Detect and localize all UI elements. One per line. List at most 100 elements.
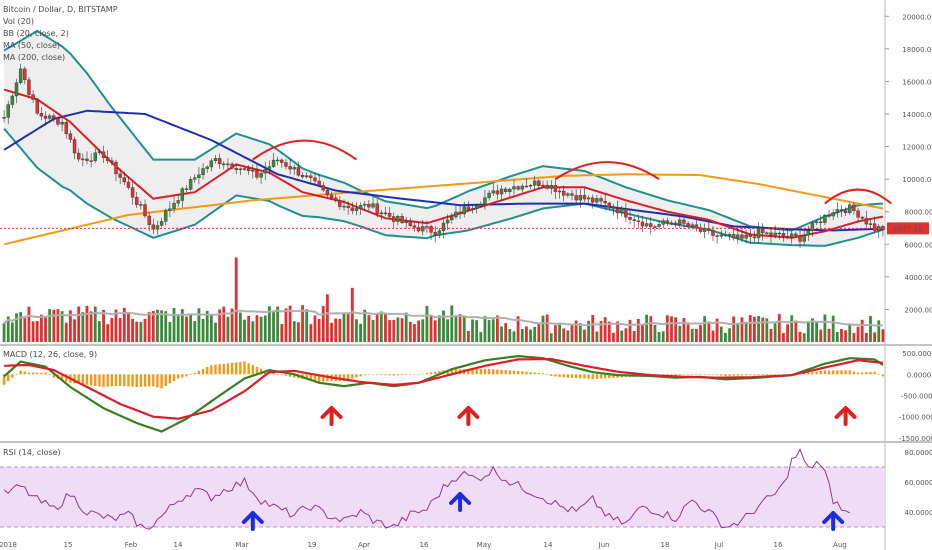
volume-bar	[164, 311, 168, 342]
volume-bar	[487, 320, 491, 342]
volume-bar	[189, 313, 193, 342]
candle-body	[27, 79, 31, 95]
volume-bar	[471, 319, 474, 342]
candle-body	[682, 219, 686, 224]
macd-hist-bar	[736, 374, 740, 376]
rsi-panel[interactable]	[0, 448, 885, 531]
macd-hist-bar	[566, 374, 570, 378]
volume-bar	[143, 318, 147, 342]
candle-body	[143, 204, 147, 217]
macd-hist-bar	[172, 374, 176, 381]
macd-hist-bar	[438, 371, 441, 375]
macd-hist-bar	[753, 374, 756, 376]
candle-body	[823, 214, 827, 223]
macd-hist-bar	[85, 374, 89, 385]
candle-body	[172, 202, 176, 209]
candle-body	[657, 224, 661, 227]
macd-hist-bar	[371, 374, 375, 375]
macd-hist-bar	[541, 373, 545, 375]
volume-bar	[214, 322, 217, 342]
macd-hist-bar	[123, 374, 126, 387]
volume-bar	[661, 331, 665, 342]
volume-bar	[64, 322, 68, 342]
candle-body	[176, 200, 180, 204]
volume-bar	[52, 309, 56, 342]
macd-hist-bar	[682, 374, 686, 375]
volume-bar	[616, 321, 620, 342]
candle-body	[483, 197, 487, 205]
volume-bar	[748, 315, 752, 342]
volume-bar	[520, 328, 524, 342]
macd-hist-bar	[409, 374, 412, 375]
candle-body	[429, 226, 433, 233]
volume-bar	[549, 333, 553, 342]
candle-body	[321, 185, 325, 191]
candle-body	[118, 173, 122, 178]
candle-body	[284, 162, 288, 167]
volume-bar	[811, 318, 814, 342]
price-panel[interactable]	[0, 29, 892, 248]
candle-body	[711, 230, 715, 236]
volume-bar	[769, 328, 773, 342]
candle-body	[114, 161, 118, 175]
macd-hist-bar	[342, 374, 346, 382]
up-arrow-icon	[457, 406, 480, 426]
volume-ma-line	[3, 309, 883, 327]
volume-bar	[624, 328, 628, 342]
macd-hist-bar	[48, 374, 51, 376]
macd-hist-bar	[98, 374, 101, 387]
macd-hist-bar	[492, 369, 495, 375]
candle-body	[81, 158, 85, 161]
candle-body	[831, 212, 835, 217]
volume-bar	[554, 325, 557, 342]
candle-body	[23, 68, 27, 80]
candle-body	[14, 82, 19, 97]
volume-bar	[69, 310, 72, 342]
macd-hist-bar	[313, 374, 317, 382]
candle-body	[856, 210, 860, 218]
volume-bar	[272, 310, 275, 342]
volume-bar	[267, 306, 271, 342]
candle-body	[85, 158, 89, 161]
candle-body	[852, 204, 856, 211]
volume-bar	[574, 320, 578, 342]
volume-bar	[197, 308, 201, 342]
macd-hist-bar	[844, 370, 847, 375]
candle-body	[694, 224, 699, 229]
candle-body	[408, 221, 413, 226]
volume-bar	[612, 332, 615, 342]
candle-body	[723, 234, 728, 237]
candle-body	[678, 219, 682, 225]
macd-hist-bar	[60, 374, 64, 381]
macd-hist-bar	[375, 374, 379, 375]
macd-panel[interactable]	[2, 354, 885, 433]
volume-bar	[284, 308, 288, 342]
macd-hist-bar	[31, 372, 35, 375]
macd-hist-bar	[533, 372, 536, 375]
candle-body	[474, 205, 479, 209]
volume-bar	[562, 328, 566, 342]
macd-hist-bar	[102, 374, 105, 388]
volume-bar	[106, 324, 110, 342]
macd-signal-line	[4, 357, 884, 420]
candle-body	[562, 190, 566, 196]
volume-bar	[525, 326, 528, 342]
macd-hist-bar	[608, 374, 611, 379]
macd-hist-bar	[359, 374, 362, 377]
volume-bar	[15, 313, 18, 342]
candle-body	[110, 160, 114, 163]
candle-body	[441, 222, 446, 232]
time-tick-label: Jun	[598, 541, 610, 549]
volume-bar	[823, 314, 827, 342]
macd-hist-bar	[699, 373, 702, 375]
macd-hist-bar	[574, 374, 578, 379]
legend-macd: MACD (12, 26, close, 9)	[3, 350, 97, 359]
macd-hist-bar	[147, 374, 151, 387]
macd-hist-bar	[65, 374, 68, 382]
candle-body	[2, 117, 6, 119]
candle-body	[574, 195, 578, 201]
macd-hist-bar	[869, 371, 872, 375]
candle-body	[702, 228, 707, 232]
candle-body	[39, 113, 44, 117]
